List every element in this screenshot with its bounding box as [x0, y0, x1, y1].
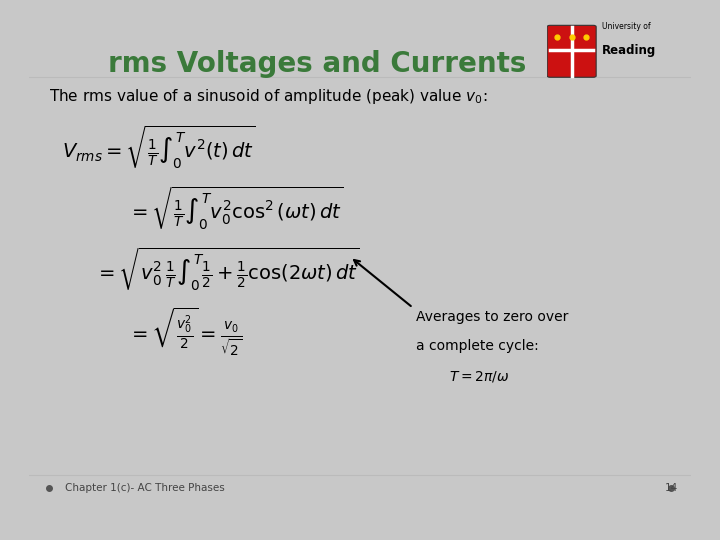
Text: rms Voltages and Currents: rms Voltages and Currents: [108, 50, 526, 78]
Text: The rms value of a sinusoid of amplitude (peak) value $v_0$:: The rms value of a sinusoid of amplitude…: [49, 86, 487, 106]
Text: Averages to zero over: Averages to zero over: [416, 310, 569, 324]
FancyBboxPatch shape: [547, 25, 596, 77]
Text: Reading: Reading: [602, 44, 656, 57]
Text: $V_{rms} = \sqrt{\frac{1}{T}\int_0^T v^2(t)\, dt}$: $V_{rms} = \sqrt{\frac{1}{T}\int_0^T v^2…: [62, 123, 256, 170]
Text: a complete cycle:: a complete cycle:: [416, 340, 539, 353]
Text: $= \sqrt{\frac{1}{T}\int_0^T v_0^2\cos^2(\omega t)\, dt}$: $= \sqrt{\frac{1}{T}\int_0^T v_0^2\cos^2…: [128, 184, 343, 231]
Text: 14: 14: [665, 483, 678, 492]
Text: University of: University of: [602, 22, 651, 31]
Text: $T = 2\pi/\omega$: $T = 2\pi/\omega$: [449, 368, 510, 383]
Text: $= \sqrt{\frac{v_0^2}{2}} = \frac{v_0}{\sqrt{2}}$: $= \sqrt{\frac{v_0^2}{2}} = \frac{v_0}{\…: [128, 306, 243, 358]
Text: Chapter 1(c)- AC Three Phases: Chapter 1(c)- AC Three Phases: [66, 483, 225, 492]
Text: $= \sqrt{v_0^2\, \frac{1}{T}\int_0^T \frac{1}{2} + \frac{1}{2}\cos(2\omega t)\, : $= \sqrt{v_0^2\, \frac{1}{T}\int_0^T \fr…: [95, 245, 360, 292]
